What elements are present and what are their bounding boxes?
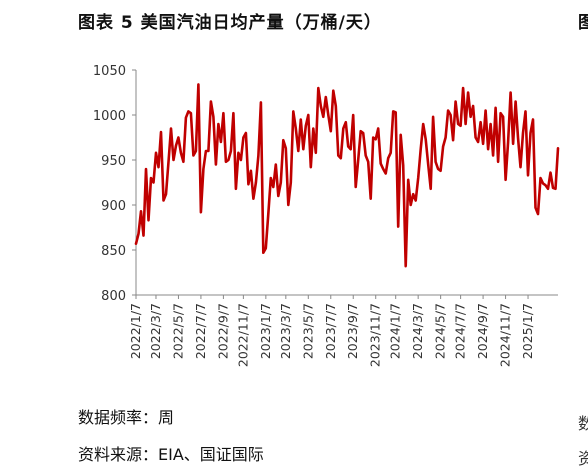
- x-tick-label: 2024/11/7: [498, 303, 513, 367]
- x-tick-label: 2024/1/7: [388, 303, 403, 359]
- y-tick-label: 1000: [93, 109, 126, 124]
- y-axis: 800 850 900 950 1000 1050: [93, 64, 137, 304]
- data-source-note: 资料来源：EIA、国证国际: [78, 445, 264, 464]
- x-tick-label: 2022/11/7: [235, 303, 250, 367]
- y-tick-label: 1050: [93, 64, 126, 79]
- x-tick-label: 2023/1/7: [258, 303, 273, 359]
- gasoline-production-line: [134, 83, 560, 268]
- x-tick-label: 2023/9/7: [345, 303, 360, 359]
- x-tick-label: 2024/3/7: [410, 303, 425, 359]
- x-tick-label: 2024/9/7: [475, 303, 490, 359]
- x-tick-label: 2023/5/7: [300, 303, 315, 359]
- x-tick-label: 2025/1/7: [520, 303, 535, 359]
- y-tick-label: 950: [101, 154, 126, 169]
- data-frequency-note: 数据频率：周: [78, 408, 175, 427]
- x-tick-label: 2022/3/7: [148, 303, 163, 359]
- chart-title: 图表 5 美国汽油日均产量（万桶/天）: [78, 13, 382, 33]
- x-tick-label: 2022/5/7: [170, 303, 185, 359]
- x-tick-label: 2024/5/7: [433, 303, 448, 359]
- edge-title-fragment: 图: [578, 13, 588, 33]
- edge-footnote-fragment: 数: [578, 414, 588, 433]
- y-tick-label: 850: [101, 244, 126, 259]
- x-tick-label: 2022/9/7: [215, 303, 230, 359]
- x-tick-label: 2024/7/7: [453, 303, 468, 359]
- y-tick-label: 800: [101, 289, 126, 304]
- y-tick-label: 900: [101, 199, 126, 214]
- x-tick-label: 2023/3/7: [278, 303, 293, 359]
- x-tick-label: 2022/7/7: [193, 303, 208, 359]
- x-axis: 2022/1/7 2022/3/7 2022/5/7 2022/7/7 2022/9/7…: [128, 294, 558, 367]
- x-tick-label: 2023/11/7: [368, 303, 383, 367]
- series-group: [134, 83, 560, 268]
- edge-footnote-fragment: 资: [578, 449, 588, 468]
- x-tick-label: 2023/7/7: [323, 303, 338, 359]
- x-tick-label: 2022/1/7: [128, 303, 143, 359]
